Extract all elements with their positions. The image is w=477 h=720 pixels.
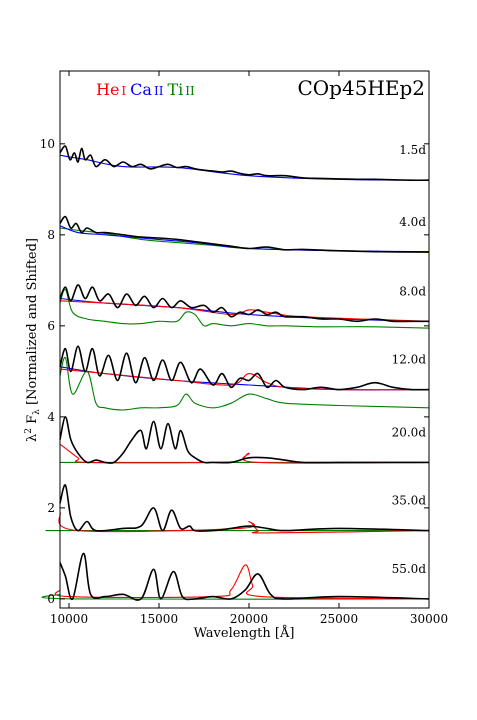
series-total bbox=[59, 145, 430, 182]
series-he-i bbox=[54, 564, 430, 600]
epoch-label: 4.0d bbox=[399, 215, 426, 229]
series-total bbox=[59, 284, 429, 323]
y-tick-label: 2 bbox=[47, 501, 55, 515]
x-axis-label: Wavelength [Å] bbox=[194, 625, 295, 641]
legend: He I Ca II Ti II bbox=[96, 80, 195, 99]
epoch-label: 1.5d bbox=[399, 143, 426, 157]
y-tick-label: 4 bbox=[47, 410, 55, 424]
y-tick-label: 0 bbox=[47, 592, 55, 606]
x-ticks: 10000 15000 20000 25000 30000 bbox=[50, 71, 448, 626]
x-tick-label: 10000 bbox=[50, 612, 88, 626]
x-tick-label: 15000 bbox=[140, 612, 178, 626]
series-ti-ii bbox=[59, 288, 430, 329]
series-total bbox=[59, 552, 430, 601]
spectra-curves bbox=[41, 145, 430, 601]
y-tick-label: 10 bbox=[40, 137, 55, 151]
y-ticks: 0 2 4 6 8 10 bbox=[40, 137, 429, 606]
series-total bbox=[59, 484, 430, 532]
axes-frame bbox=[59, 70, 430, 609]
x-tick-label: 20000 bbox=[230, 612, 268, 626]
epoch-label: 8.0d bbox=[399, 284, 426, 298]
series-total bbox=[59, 215, 430, 253]
epoch-label: 12.0d bbox=[392, 353, 427, 367]
epoch-labels: 1.5d 4.0d 8.0d 12.0d 20.0d 35.0d 55.0d bbox=[392, 143, 427, 576]
x-tick-label: 25000 bbox=[320, 612, 358, 626]
y-tick-label: 6 bbox=[47, 319, 55, 333]
series-total bbox=[59, 345, 430, 391]
epoch-label: 55.0d bbox=[392, 562, 427, 576]
x-tick-label: 30000 bbox=[410, 612, 448, 626]
y-tick-label: 8 bbox=[47, 228, 55, 242]
legend-entry-he: He I bbox=[96, 80, 126, 99]
series-total bbox=[59, 416, 429, 464]
epoch-label: 35.0d bbox=[392, 494, 427, 508]
series-he-i bbox=[58, 512, 430, 534]
epoch-label: 20.0d bbox=[392, 425, 427, 439]
axes-frame-rect bbox=[59, 70, 430, 609]
legend-entry-ca: Ca II bbox=[130, 80, 164, 99]
y-axis-label: λ2 Fλ [Normalized and Shifted] bbox=[24, 238, 42, 442]
legend-entry-ti: Ti II bbox=[167, 80, 195, 99]
chart-title: COp45HEp2 bbox=[297, 76, 425, 100]
